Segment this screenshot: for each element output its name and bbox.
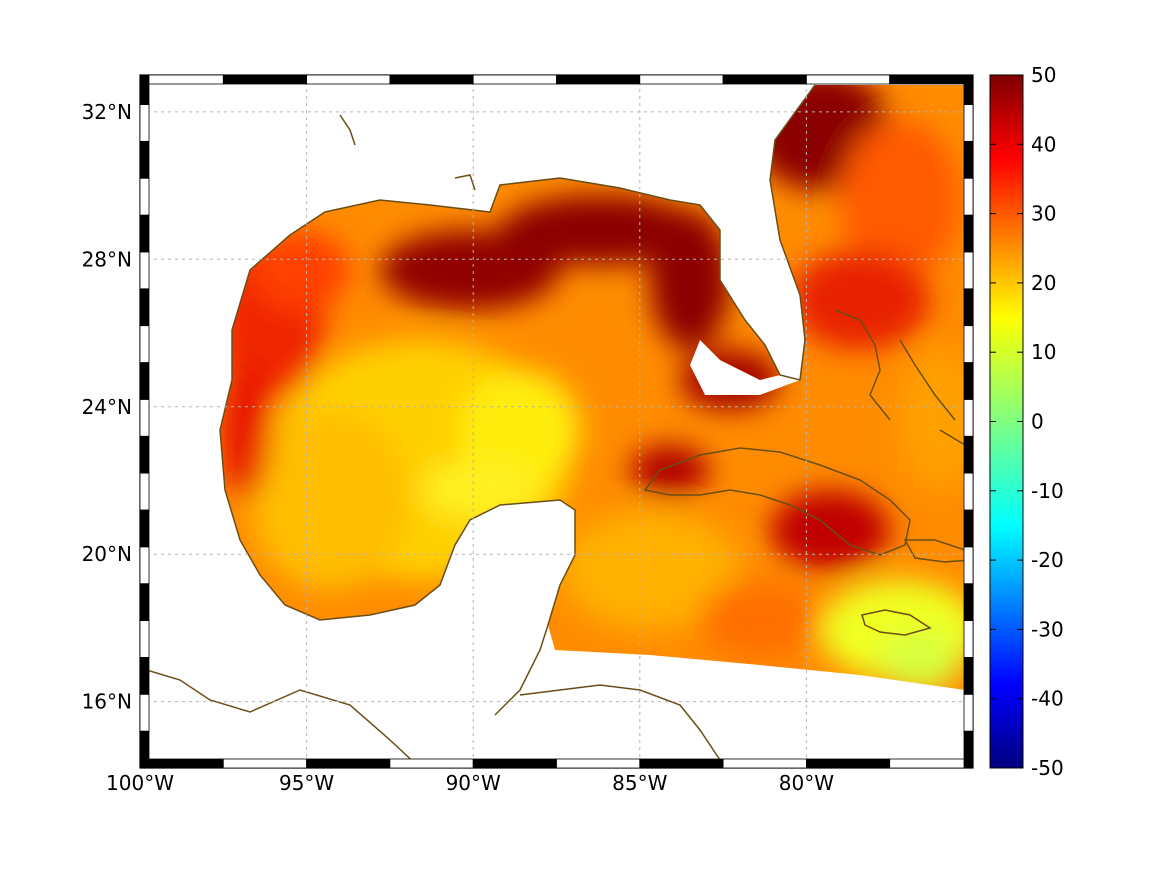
lat-tick-label: 20°N [82, 542, 132, 566]
bahamas [834, 309, 966, 446]
frame-segment-bottom [389, 758, 474, 769]
gulf-coast-west [219, 379, 576, 716]
frame-segment-right [963, 251, 974, 290]
frame-segment-top [139, 74, 224, 85]
frame-segment-right [963, 325, 974, 363]
grid [139, 75, 973, 768]
frame-segment-left [139, 472, 150, 511]
frame-segment-top [472, 74, 557, 85]
frame-segment-right [963, 730, 974, 769]
frame-segment-top [306, 74, 391, 85]
lon-tick-label: 95°W [279, 771, 334, 795]
frame-segment-left [139, 657, 150, 695]
jamaica [861, 609, 932, 636]
lat-tick-label: 28°N [82, 247, 132, 271]
frame-segment-left [139, 177, 150, 216]
frame-segment-right [963, 509, 974, 548]
colorbar-tick-label: 50 [1031, 63, 1056, 87]
lon-tick-label: 80°W [779, 771, 834, 795]
frame-segment-left [139, 509, 150, 548]
frame-segment-bottom [639, 758, 724, 769]
colorbar-tick-label: 40 [1031, 132, 1056, 156]
frame-segment-right [963, 214, 974, 253]
frame-segment-bottom [806, 758, 891, 769]
colorbar-tick-label: 10 [1031, 340, 1056, 364]
frame-segment-right [963, 435, 974, 474]
frame-segment-right [963, 104, 974, 142]
frame-segment-left [139, 74, 150, 105]
coastlines [140, 84, 972, 768]
frame-segment-left [139, 214, 150, 253]
frame-segment-left [139, 140, 150, 179]
colorbar-tick-label: 30 [1031, 202, 1056, 226]
gulf-coast [231, 84, 816, 381]
lat-tick-label: 16°N [82, 690, 132, 714]
frame-segment-left [139, 398, 150, 437]
lon-tick-label: 85°W [612, 771, 667, 795]
frame-segment-left [139, 362, 150, 400]
frame-segment-left [139, 583, 150, 621]
frame-segment-top [222, 74, 308, 85]
frame-segment-left [139, 325, 150, 363]
frame-segment-left [139, 730, 150, 769]
colorbar-tick-label: -20 [1031, 548, 1064, 572]
frame-segment-bottom [722, 758, 807, 769]
colorbar-tick-label: 0 [1031, 410, 1044, 434]
frame-segment-right [963, 657, 974, 695]
frame-segment-right [963, 620, 974, 658]
honduras-coast [519, 684, 721, 761]
frame-segment-bottom [222, 758, 308, 769]
frame-segment-right [963, 177, 974, 216]
frame-segment-bottom [139, 758, 224, 769]
frame-segment-right [963, 362, 974, 400]
map-frame [139, 74, 974, 769]
lat-tick-label: 32°N [82, 100, 132, 124]
colorbar-tick-labels: 50 40 30 20 10 0 -10 -20 -30 -40 -50 [990, 63, 1064, 780]
lon-tick-label: 100°W [106, 771, 174, 795]
frame-segment-right [963, 398, 974, 437]
frame-segment-bottom [889, 758, 974, 769]
frame-segment-bottom [306, 758, 391, 769]
frame-segment-left [139, 251, 150, 290]
cuba [643, 447, 911, 556]
central-america-coast [140, 667, 421, 768]
colorbar-tick-label: 20 [1031, 271, 1056, 295]
frame-segment-bottom [472, 758, 557, 769]
colorbar: 50 40 30 20 10 0 -10 -20 -30 -40 -50 [989, 63, 1064, 780]
colorbar-tick-label: -40 [1031, 687, 1064, 711]
frame-segment-right [963, 288, 974, 327]
islands-north [339, 114, 476, 191]
lat-tick-label: 24°N [82, 395, 132, 419]
frame-segment-right [963, 546, 974, 585]
frame-segment-left [139, 693, 150, 732]
frame-segment-top [806, 74, 891, 85]
frame-segment-top [639, 74, 724, 85]
frame-segment-left [139, 104, 150, 142]
frame-segment-top [389, 74, 474, 85]
frame-segment-top [889, 74, 974, 85]
frame-segment-bottom [556, 758, 641, 769]
colorbar-tick-label: -50 [1031, 756, 1064, 780]
lat-tick-labels: 32°N 28°N 24°N 20°N 16°N [82, 100, 132, 714]
frame-segment-right [963, 74, 974, 105]
frame-segment-left [139, 288, 150, 327]
lon-tick-label: 90°W [446, 771, 501, 795]
frame-segment-top [722, 74, 807, 85]
frame-segment-right [963, 472, 974, 511]
frame-segment-left [139, 435, 150, 474]
colorbar-tick-label: -30 [1031, 617, 1064, 641]
lon-tick-labels: 100°W 95°W 90°W 85°W 80°W [106, 771, 834, 795]
frame-segment-left [139, 620, 150, 658]
frame-segment-right [963, 583, 974, 621]
colorbar-tick-label: -10 [1031, 479, 1064, 503]
frame-segment-right [963, 693, 974, 732]
frame-segment-top [556, 74, 641, 85]
frame-segment-right [963, 140, 974, 179]
frame-segment-left [139, 546, 150, 585]
